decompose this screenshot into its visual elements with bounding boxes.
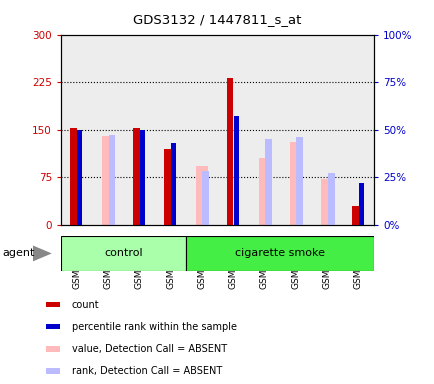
Bar xyxy=(186,236,373,271)
Bar xyxy=(279,35,311,225)
Text: count: count xyxy=(71,300,99,310)
Text: control: control xyxy=(104,248,142,258)
Bar xyxy=(164,149,171,225)
Polygon shape xyxy=(33,245,52,262)
Bar xyxy=(358,183,363,225)
Bar xyxy=(132,128,139,225)
Bar xyxy=(320,179,332,225)
Bar xyxy=(296,137,302,225)
Bar xyxy=(342,35,373,225)
Bar xyxy=(46,368,60,374)
Bar xyxy=(46,346,60,352)
Bar xyxy=(92,35,123,225)
Bar xyxy=(258,158,270,225)
Bar xyxy=(171,143,176,225)
Bar xyxy=(226,78,233,225)
Bar xyxy=(311,35,342,225)
Bar xyxy=(186,35,217,225)
Bar xyxy=(102,136,114,225)
Bar xyxy=(264,139,271,225)
Bar xyxy=(46,324,60,329)
Text: percentile rank within the sample: percentile rank within the sample xyxy=(71,322,236,332)
Bar xyxy=(202,171,209,225)
Text: cigarette smoke: cigarette smoke xyxy=(235,248,324,258)
Bar xyxy=(155,35,186,225)
Bar xyxy=(61,35,92,225)
Bar xyxy=(195,166,207,225)
Bar xyxy=(351,206,358,225)
Bar xyxy=(123,35,155,225)
Bar xyxy=(289,142,301,225)
Bar xyxy=(70,128,77,225)
Text: rank, Detection Call = ABSENT: rank, Detection Call = ABSENT xyxy=(71,366,221,376)
Bar xyxy=(140,130,145,225)
Bar xyxy=(217,35,248,225)
Text: agent: agent xyxy=(2,248,34,258)
Text: GDS3132 / 1447811_s_at: GDS3132 / 1447811_s_at xyxy=(133,13,301,26)
Bar xyxy=(108,135,115,225)
Bar xyxy=(61,236,186,271)
Bar xyxy=(233,116,238,225)
Bar xyxy=(46,302,60,307)
Text: value, Detection Call = ABSENT: value, Detection Call = ABSENT xyxy=(71,344,226,354)
Bar xyxy=(77,130,82,225)
Bar xyxy=(248,35,279,225)
Bar xyxy=(327,173,334,225)
